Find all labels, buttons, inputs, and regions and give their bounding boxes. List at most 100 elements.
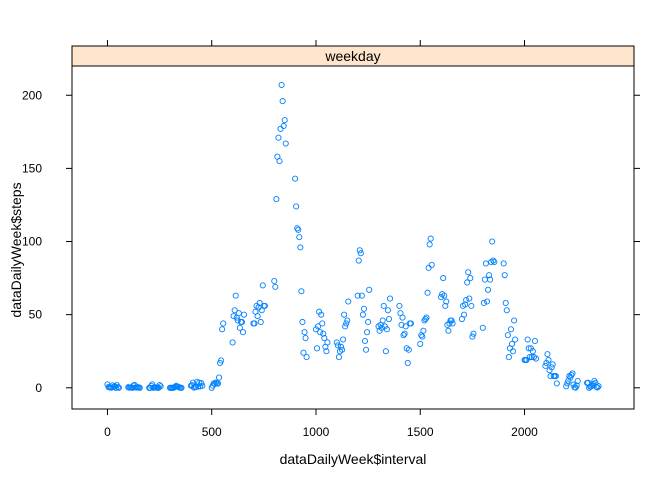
data-point — [303, 354, 310, 361]
data-point — [573, 382, 580, 389]
y-tick-label: 150 — [22, 161, 42, 175]
data-point — [257, 318, 264, 326]
data-point — [272, 283, 279, 290]
data-point — [296, 234, 303, 241]
data-point — [115, 384, 122, 391]
data-point — [302, 335, 309, 342]
data-point — [259, 282, 266, 289]
data-point — [531, 337, 539, 345]
data-point — [256, 299, 263, 307]
data-point — [279, 98, 286, 105]
data-point — [342, 323, 349, 330]
x-tick-label: 2000 — [511, 425, 538, 439]
data-point — [198, 380, 205, 387]
data-point — [275, 134, 282, 141]
data-point — [239, 329, 247, 336]
data-point — [344, 317, 351, 324]
data-point — [384, 307, 391, 314]
data-point — [419, 333, 426, 340]
data-point — [489, 238, 496, 245]
data-point — [428, 261, 435, 268]
data-point — [426, 241, 433, 248]
data-point — [480, 299, 487, 307]
data-point — [549, 361, 556, 368]
data-point — [362, 346, 370, 353]
data-point — [423, 314, 430, 321]
data-point — [504, 332, 511, 339]
data-point — [465, 269, 472, 276]
data-point — [396, 302, 403, 309]
data-point — [365, 318, 372, 326]
data-point — [407, 320, 414, 327]
data-point — [235, 310, 242, 317]
data-point — [404, 359, 411, 366]
data-point — [467, 275, 474, 282]
data-point — [548, 364, 555, 371]
data-point — [273, 196, 280, 203]
data-point — [525, 345, 532, 352]
data-point — [313, 345, 321, 352]
data-point — [282, 140, 289, 147]
data-point — [380, 302, 387, 309]
panel-frame — [71, 45, 635, 410]
data-point — [345, 298, 352, 305]
data-point — [438, 294, 445, 301]
data-point — [463, 296, 470, 304]
data-point — [545, 356, 552, 364]
data-point — [482, 260, 489, 267]
data-point — [354, 292, 361, 299]
data-point — [338, 346, 346, 353]
data-point — [360, 305, 368, 312]
data-point — [292, 175, 299, 182]
data-point — [317, 329, 324, 336]
data-point — [569, 370, 576, 377]
data-point — [503, 307, 510, 314]
data-point — [234, 317, 241, 324]
y-axis-label: dataDailyWeek$steps — [8, 182, 24, 317]
data-point — [214, 380, 222, 387]
data-point — [402, 323, 409, 330]
data-point — [280, 122, 287, 130]
data-point — [574, 378, 581, 385]
data-point — [425, 264, 432, 271]
data-point — [366, 286, 373, 293]
data-point — [441, 292, 448, 299]
data-point — [335, 354, 342, 361]
data-point — [469, 333, 476, 340]
data-point — [358, 292, 365, 299]
data-point — [220, 320, 227, 327]
data-point — [229, 339, 236, 346]
data-point — [355, 257, 362, 264]
data-point — [442, 302, 449, 309]
panel-border — [71, 65, 635, 410]
data-point — [422, 315, 429, 323]
data-point — [502, 299, 509, 307]
data-point — [528, 354, 535, 361]
data-point — [479, 324, 486, 331]
data-point — [276, 158, 283, 165]
data-point — [215, 374, 223, 381]
data-point — [341, 311, 348, 318]
data-point — [507, 326, 515, 333]
data-point — [399, 314, 406, 321]
data-point — [526, 354, 533, 361]
data-point — [219, 326, 226, 333]
data-point — [385, 315, 393, 323]
data-point — [318, 311, 325, 318]
data-point — [251, 320, 258, 327]
data-point — [278, 81, 285, 89]
data-point — [405, 346, 412, 353]
data-point — [323, 348, 330, 355]
data-point — [445, 327, 452, 334]
x-tick-label: 1500 — [407, 425, 434, 439]
data-point — [232, 292, 239, 299]
data-point — [594, 384, 601, 391]
data-point — [361, 337, 369, 345]
data-point — [552, 373, 559, 380]
data-point — [443, 298, 450, 305]
data-point — [401, 330, 408, 337]
data-point — [486, 272, 493, 279]
data-point — [595, 383, 602, 390]
x-tick-label: 0 — [104, 425, 111, 439]
data-point — [157, 383, 164, 390]
